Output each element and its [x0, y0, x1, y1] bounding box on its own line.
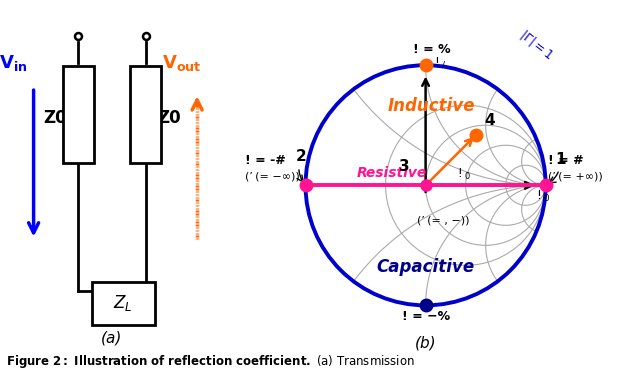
Text: (b): (b)	[415, 336, 436, 350]
Text: Inductive: Inductive	[388, 97, 476, 115]
Text: $\mathit{!}_0$: $\mathit{!}_0$	[457, 167, 471, 182]
Bar	[63, 66, 94, 163]
Text: 4: 4	[484, 113, 495, 128]
Text: (a): (a)	[101, 331, 123, 346]
Text: Capacitive: Capacitive	[376, 258, 475, 276]
Text: Resistive: Resistive	[357, 166, 427, 180]
Text: $\mathbf{V_{in}}$: $\mathbf{V_{in}}$	[0, 53, 28, 73]
Text: $\mathit{!}_0$: $\mathit{!}_0$	[536, 189, 550, 204]
Text: ! = −%: ! = −%	[401, 310, 450, 323]
Text: $\bf{Figure\ 2:\ Illustration\ of\ reflection\ coefficient.}$ (a) Transmission: $\bf{Figure\ 2:\ Illustration\ of\ refle…	[6, 353, 415, 370]
Text: 1: 1	[549, 152, 566, 183]
Text: $\mathit{!}_/$: $\mathit{!}_/$	[434, 55, 447, 70]
Bar	[92, 282, 155, 325]
Text: (’ (= , −)): (’ (= , −))	[417, 216, 470, 226]
Text: $\mathbf{V_{out}}$: $\mathbf{V_{out}}$	[162, 53, 201, 73]
Text: $Z_L$: $Z_L$	[113, 294, 133, 313]
Text: ! = #: ! = #	[548, 154, 584, 167]
Text: Z0: Z0	[44, 109, 67, 127]
Text: 3: 3	[399, 159, 410, 174]
Text: $|\mathit{\Gamma}| = 1$: $|\mathit{\Gamma}| = 1$	[516, 27, 557, 64]
Text: 2: 2	[296, 149, 307, 182]
Text: ! = %: ! = %	[413, 43, 451, 56]
Text: ! = -#: ! = -#	[246, 154, 286, 167]
Text: (’ (= −∞)): (’ (= −∞))	[246, 171, 300, 181]
Bar	[130, 66, 161, 163]
Text: (’ (= +∞)): (’ (= +∞))	[548, 171, 603, 181]
Text: Z0: Z0	[157, 109, 180, 127]
